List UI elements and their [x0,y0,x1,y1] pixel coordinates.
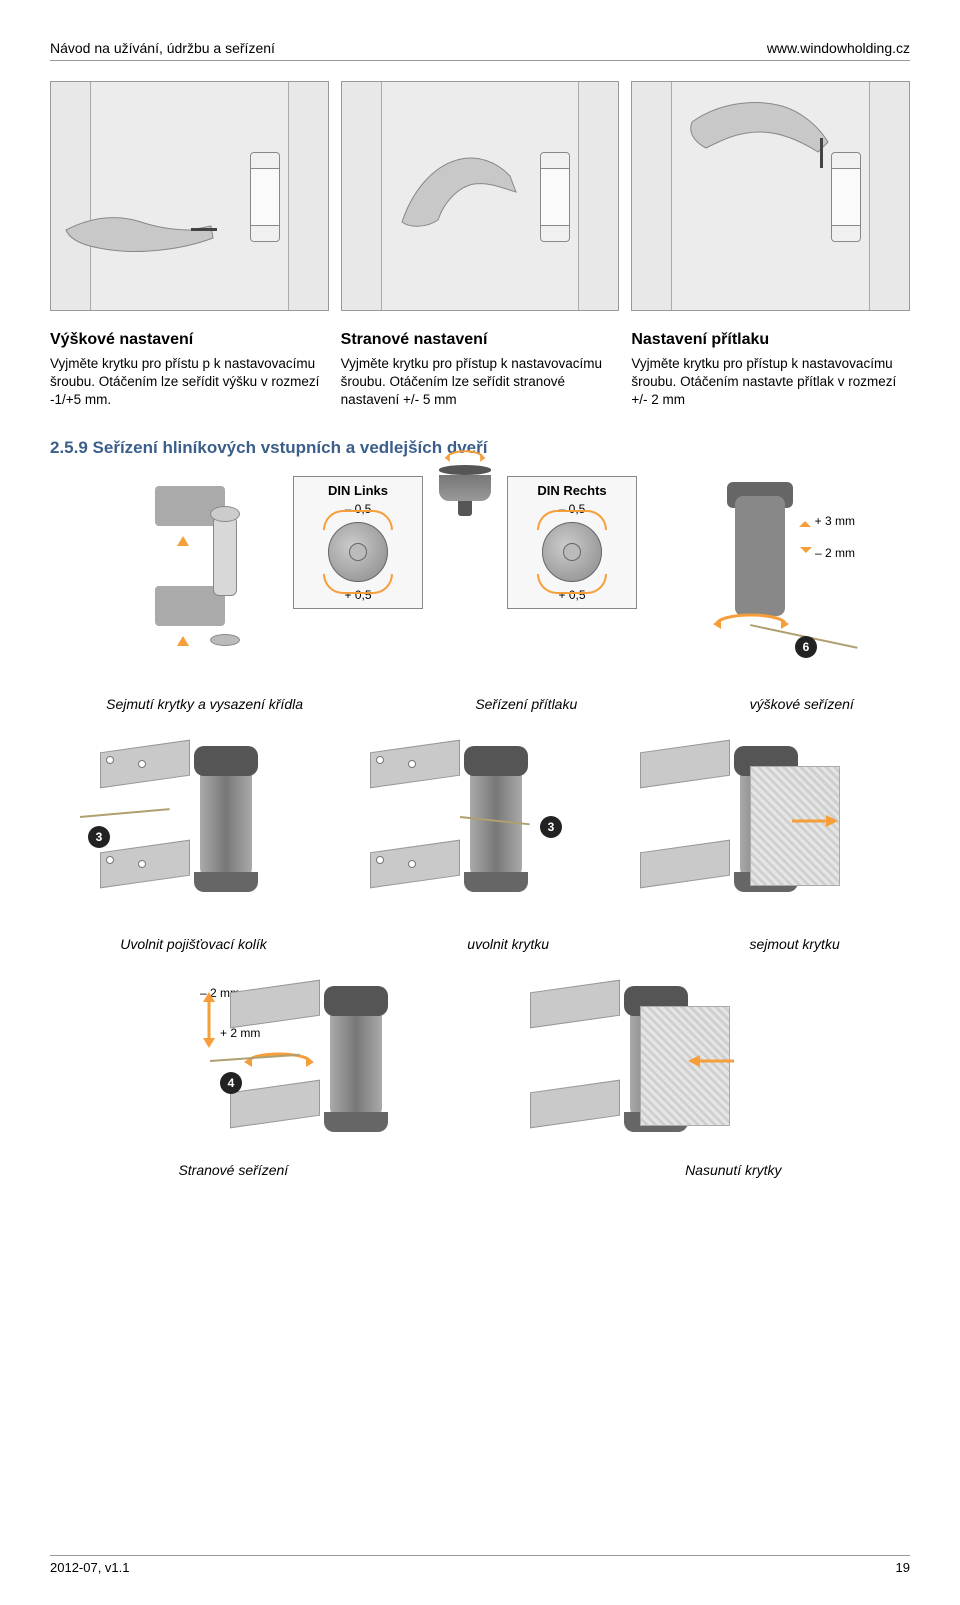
hand-icon [682,92,842,202]
din-left-label: DIN Links [328,483,388,498]
hinge-slide-cover [510,966,770,1156]
vertical-arrows-icon [194,992,224,1052]
badge-3b: 3 [540,816,562,838]
illus-side-adjust [341,81,620,311]
label-2b: uvolnit krytku [467,936,549,952]
hinge-unlock-cover: 3 [360,726,600,916]
hinge-unlock-pin: 3 [90,726,330,916]
din-row: DIN Links – 0,5 + 0,5 DIN Rechts – 0,5 +… [50,476,910,666]
page-footer: 2012-07, v1.1 19 [50,1555,910,1575]
hand-icon [382,132,542,242]
caption-text-1: Vyjměte krytku pro přístu p k nastavovac… [50,355,329,410]
rotate-arrow-icon [711,610,791,636]
badge-3a: 3 [88,826,110,848]
label-2c: sejmout krytku [749,936,839,952]
din-left-box: DIN Links – 0,5 + 0,5 [293,476,423,609]
din-right-box: DIN Rechts – 0,5 + 0,5 [507,476,637,609]
top-caption-row: Výškové nastavení Vyjměte krytku pro pří… [50,321,910,410]
rotate-arrow-icon [432,446,498,466]
top-illustration-row [50,81,910,311]
header-right: www.windowholding.cz [767,40,910,56]
header-left: Návod na užívání, údržbu a seřízení [50,40,275,56]
labels-row-2: Uvolnit pojišťovací kolík uvolnit krytku… [50,936,910,952]
plus3mm: + 3 mm [815,514,855,528]
hinge-row-1: 3 3 [50,726,910,916]
arrow-right-icon [790,806,840,836]
badge-6: 6 [795,636,817,658]
rotate-arrow-icon [244,1050,314,1074]
caption-title-3: Nastavení přítlaku [631,331,910,349]
caption-title-2: Stranové nastavení [341,331,620,349]
caption-title-1: Výškové nastavení [50,331,329,349]
minus2mm: – 2 mm [815,546,855,560]
plus2mm-b: + 2 mm [220,1026,260,1040]
label-1c: výškové seřízení [750,696,854,712]
label-1a: Sejmutí krytky a vysazení křídla [106,696,303,712]
footer-right: 19 [896,1560,910,1575]
hinge-remove-cover [630,726,870,916]
label-3a: Stranové seřízení [178,1162,288,1178]
badge-4: 4 [220,1072,242,1094]
caption-text-2: Vyjměte krytku pro přístup k nastavovací… [341,355,620,410]
adjustment-cylinder [435,446,495,516]
page-header: Návod na užívání, údržbu a seřízení www.… [50,40,910,61]
din-right-label: DIN Rechts [537,483,606,498]
left-exploded-hinge [155,476,275,666]
illus-height-adjust [50,81,329,311]
labels-row-3: Stranové seřízení Nasunutí krytky [50,1162,910,1178]
caption-text-3: Vyjměte krytku pro přístup k nastavovací… [631,355,910,410]
label-3b: Nasunutí krytky [685,1162,781,1178]
bottom-hinge-row: – 2 mm + 2 mm 4 [50,966,910,1156]
arrow-left-icon [686,1046,736,1076]
hand-icon [61,172,221,282]
labels-row-1: Sejmutí krytky a vysazení křídla Seřízen… [50,696,910,712]
label-1b: Seřízení přítlaku [475,696,577,712]
side-hinge-mm: + 3 mm – 2 mm 6 [675,476,805,646]
illus-pressure-adjust [631,81,910,311]
hinge-side-adjust: – 2 mm + 2 mm 4 [190,966,450,1156]
footer-left: 2012-07, v1.1 [50,1560,130,1575]
label-2a: Uvolnit pojišťovací kolík [120,936,267,952]
